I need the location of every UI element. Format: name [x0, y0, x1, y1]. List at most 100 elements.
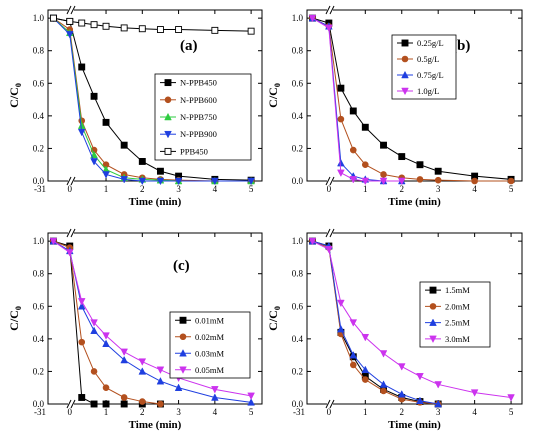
legend-marker: [429, 286, 437, 294]
data-point: [157, 400, 164, 408]
data-point: [362, 376, 369, 383]
x-break-label: -31: [293, 407, 305, 417]
y-tick-label: 0.0: [292, 399, 304, 409]
data-point: [102, 171, 110, 179]
data-point: [156, 377, 165, 385]
data-point: [349, 350, 358, 359]
x-tick-label: 3: [176, 407, 181, 417]
data-point: [308, 237, 317, 246]
y-axis-title-subscript: 0: [14, 83, 23, 87]
x-tick-label: 1: [363, 184, 368, 194]
axis-break-gap: [327, 400, 333, 408]
data-point: [138, 158, 146, 165]
data-point: [211, 177, 219, 186]
y-tick-label: 1.0: [33, 236, 45, 246]
x-axis-title: Time (min): [388, 196, 441, 208]
x-tick-label: 3: [176, 184, 181, 194]
data-point: [90, 158, 98, 166]
data-point: [247, 177, 255, 186]
x-tick-label: 4: [213, 407, 218, 417]
legend-label: N-PPB750: [180, 112, 217, 122]
legend-marker: [164, 112, 172, 121]
legend-label: PPB450: [180, 146, 208, 156]
y-tick-label: 1.0: [292, 13, 304, 23]
legend-marker: [164, 147, 172, 155]
series-line: [312, 17, 402, 182]
data-point: [175, 26, 183, 33]
data-point: [49, 237, 58, 246]
x-break-label: -31: [34, 407, 46, 417]
data-point: [120, 348, 128, 357]
data-point: [416, 373, 424, 381]
axis-break-gap: [327, 177, 333, 185]
data-point: [434, 167, 442, 175]
y-tick-label: 0.4: [33, 334, 45, 344]
data-point: [507, 177, 515, 185]
data-point: [77, 128, 86, 137]
y-axis-title-subscript: 0: [14, 306, 23, 310]
data-point: [139, 398, 146, 405]
x-tick-label: 5: [249, 184, 254, 194]
legend-marker: [401, 39, 409, 47]
y-tick-label: 0.2: [33, 143, 44, 153]
data-point: [416, 161, 424, 169]
axis-break-mark: [325, 176, 331, 186]
data-point: [138, 25, 146, 33]
legend-label: 2.0mM: [445, 301, 470, 311]
legend-marker: [179, 349, 187, 357]
axis-break-mark: [66, 5, 72, 15]
data-point: [361, 177, 370, 186]
data-point: [397, 177, 406, 186]
data-point: [337, 158, 345, 167]
axis-break-gap: [327, 6, 333, 14]
x-tick-label: 4: [472, 184, 477, 194]
y-tick-label: 0.8: [33, 46, 45, 56]
legend-marker: [401, 55, 409, 63]
y-tick-label: 1.0: [292, 236, 304, 246]
series-line: [53, 240, 161, 405]
data-point: [337, 84, 345, 92]
legend-label: 2.5mM: [445, 318, 470, 328]
legend-label: N-PPB900: [180, 129, 217, 139]
data-point: [102, 332, 110, 340]
x-tick-label: 0: [68, 184, 73, 194]
x-axis-title: Time (min): [388, 419, 441, 431]
axis-break-mark: [325, 228, 331, 238]
legend-label: 0.01mM: [195, 315, 224, 325]
y-tick-label: 0.8: [292, 269, 304, 279]
data-point: [397, 390, 406, 398]
axis-break-mark: [329, 5, 335, 15]
data-point: [120, 176, 128, 184]
data-point: [349, 107, 357, 115]
y-axis-title: C/C0: [266, 83, 282, 108]
data-point: [325, 24, 333, 33]
data-point: [362, 161, 369, 169]
data-point: [156, 167, 164, 175]
data-point: [102, 22, 110, 30]
data-point: [361, 123, 369, 131]
axis-break-mark: [70, 228, 76, 238]
x-tick-label: 2: [140, 184, 145, 194]
data-point: [361, 365, 370, 374]
data-point: [120, 355, 128, 364]
y-tick-label: 0.0: [33, 399, 45, 409]
data-point: [77, 298, 86, 306]
data-point: [90, 326, 98, 334]
y-tick-label: 1.0: [33, 13, 45, 23]
data-point: [471, 177, 478, 185]
data-point: [416, 176, 424, 183]
data-point: [507, 394, 515, 402]
legend-marker: [179, 316, 187, 324]
axis-break-mark: [325, 5, 331, 15]
data-point: [120, 394, 128, 401]
legend-marker: [164, 79, 172, 87]
data-point: [65, 31, 74, 39]
data-point: [174, 383, 183, 391]
y-axis-title: C/C0: [7, 306, 23, 331]
series-line: [53, 240, 161, 405]
x-tick-label: 2: [399, 184, 404, 194]
x-tick-label: 4: [213, 184, 218, 194]
data-point: [90, 319, 98, 327]
data-point: [90, 400, 98, 408]
data-point: [380, 171, 387, 178]
